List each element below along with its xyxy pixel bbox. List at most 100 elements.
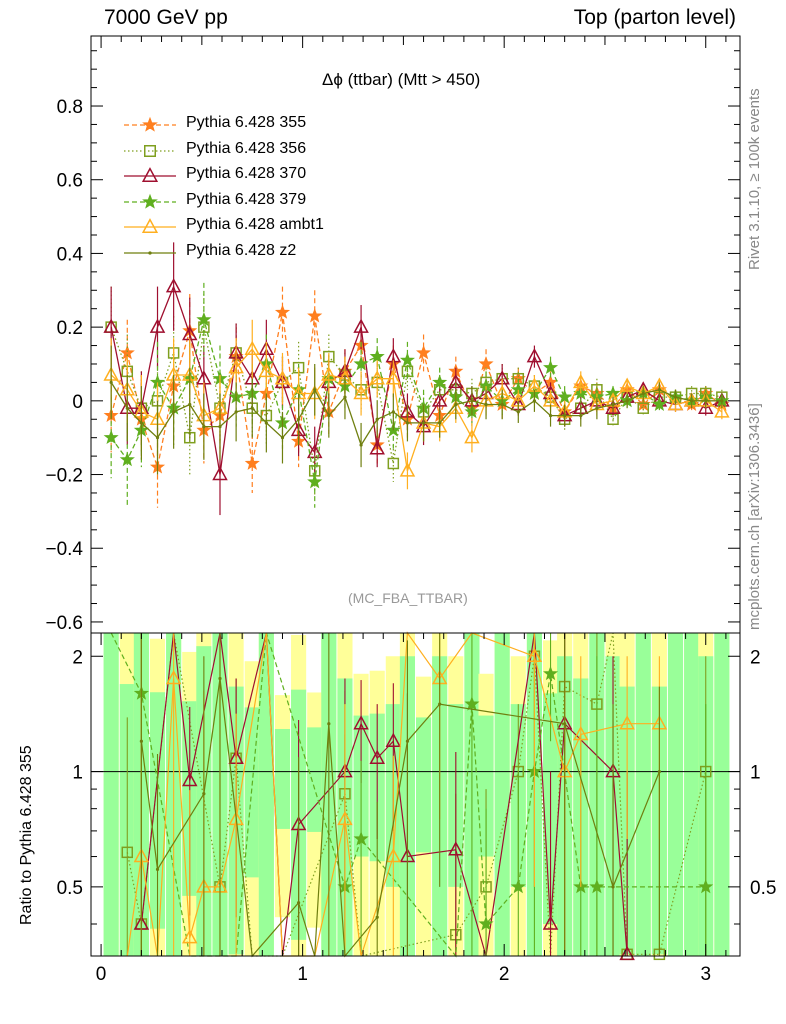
- data-point: [165, 278, 182, 293]
- data-point: [595, 406, 599, 410]
- data-point: [698, 878, 714, 894]
- data-point: [526, 348, 543, 363]
- data-point: [611, 402, 615, 407]
- ratio-series-line: [140, 632, 628, 957]
- data-point: [557, 389, 573, 404]
- data-point: [690, 399, 694, 403]
- data-point: [563, 413, 567, 418]
- data-point: [641, 391, 645, 396]
- ratio-y-tick-label: 1: [750, 763, 761, 784]
- y-tick-label: −0.4: [45, 539, 83, 560]
- x-tick-label: 3: [700, 964, 711, 985]
- ratio-series-line: [126, 632, 707, 957]
- data-point: [182, 771, 198, 787]
- data-point: [149, 318, 166, 333]
- data-point: [121, 846, 134, 859]
- data-point: [605, 399, 621, 414]
- y-tick-label: 0.8: [57, 97, 83, 118]
- ratio-series-line: [140, 678, 660, 958]
- data-point: [313, 388, 317, 392]
- legend-swatch: [124, 116, 176, 132]
- data-point: [369, 749, 385, 764]
- y-tick-label: −0.6: [45, 613, 83, 634]
- data-point: [375, 417, 379, 421]
- ratio-y-tick-label: 2: [750, 647, 761, 668]
- data-point: [619, 715, 635, 730]
- data-point: [125, 406, 129, 410]
- data-point: [307, 308, 323, 323]
- data-point: [421, 421, 426, 425]
- data-point: [399, 352, 415, 367]
- data-point: [234, 410, 238, 414]
- data-point: [478, 356, 494, 371]
- data-point: [212, 465, 228, 481]
- data-point: [103, 318, 119, 333]
- data-point: [651, 396, 667, 411]
- data-point: [548, 413, 553, 418]
- data-point: [470, 399, 474, 403]
- legend-label: Pythia 6.428 z2: [186, 241, 297, 259]
- ratio-series-group: [110, 631, 714, 961]
- data-point: [139, 421, 143, 425]
- axes-group: −0.6 −0.4 −0.2 0 0.2 0.4 0.6 0.8 0 1 2 3 0.5 0.5 1 1 2 2: [45, 35, 776, 985]
- data-point: [274, 304, 291, 319]
- legend-label: Pythia 6.428 379: [186, 190, 307, 208]
- data-point: [369, 348, 385, 364]
- data-point: [532, 399, 537, 403]
- data-point: [657, 388, 661, 392]
- header-collision-label: 7000 GeV pp: [104, 6, 228, 29]
- data-point: [142, 193, 158, 209]
- data-point: [155, 436, 160, 440]
- y-tick-label: 0: [72, 392, 83, 413]
- legend-label: Pythia 6.428 ambt1: [186, 216, 324, 234]
- ratio-band-1sigma: [714, 633, 730, 956]
- ratio-axis-label: Ratio to Pythia 6.428 355: [18, 745, 35, 925]
- data-point: [542, 915, 559, 930]
- ratio-series-line: [126, 631, 660, 957]
- data-point: [448, 841, 464, 856]
- data-point: [720, 399, 724, 403]
- data-point: [432, 374, 448, 389]
- ratio-band-1sigma: [416, 717, 432, 853]
- series-5: [109, 345, 724, 475]
- data-point: [228, 810, 244, 826]
- data-point: [714, 403, 730, 418]
- data-point: [637, 402, 650, 414]
- data-point: [673, 395, 678, 399]
- ratio-y-tick-label: 0.5: [57, 878, 83, 899]
- ratio-band-1sigma: [478, 715, 494, 857]
- data-point: [697, 399, 714, 414]
- data-point: [119, 451, 135, 467]
- data-point: [573, 373, 589, 389]
- data-point: [172, 410, 176, 414]
- data-point: [353, 356, 369, 371]
- ratio-band-1sigma: [684, 633, 700, 956]
- data-point: [385, 847, 402, 863]
- data-point: [431, 392, 448, 407]
- data-point: [353, 384, 369, 400]
- data-point: [307, 473, 323, 489]
- y-tick-label: 0.2: [57, 318, 83, 339]
- legend-label: Pythia 6.428 370: [186, 165, 307, 183]
- ratio-band-1sigma: [494, 633, 510, 956]
- rivet-version-label: Rivet 3.1.10, ≥ 100k events: [746, 88, 763, 270]
- data-point: [337, 810, 353, 826]
- x-tick-label: 1: [297, 964, 308, 985]
- ratio-plot-frame: [90, 632, 741, 957]
- y-tick-label: 0.6: [57, 171, 83, 192]
- data-point: [321, 366, 337, 381]
- data-point: [264, 421, 268, 425]
- data-point: [464, 429, 480, 444]
- data-point: [359, 443, 363, 447]
- data-point: [353, 831, 369, 846]
- data-point: [543, 359, 559, 375]
- header-process-label: Top (parton level): [573, 6, 736, 29]
- data-point: [353, 715, 369, 730]
- data-point: [144, 144, 156, 157]
- ratio-series-line: [110, 632, 706, 958]
- data-point: [454, 402, 458, 407]
- series-line: [110, 326, 723, 472]
- main-series-group: [103, 242, 730, 516]
- ratio-y-tick-label: 1: [72, 763, 83, 784]
- x-tick-label: 0: [96, 964, 107, 985]
